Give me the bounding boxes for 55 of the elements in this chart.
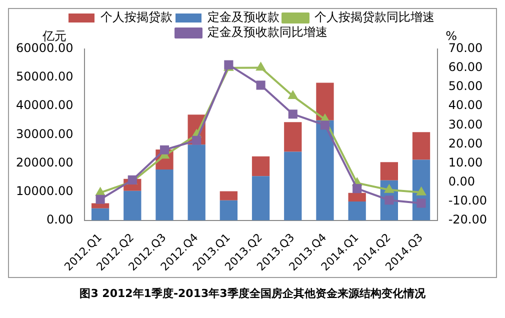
bar — [348, 201, 366, 220]
bar — [156, 170, 174, 220]
y2-tick-label: 70.00 — [448, 41, 483, 56]
bar — [252, 156, 270, 176]
bar — [91, 208, 110, 220]
y-tick-label: 10000.00 — [16, 184, 74, 198]
point — [96, 188, 105, 196]
legend-label: 个人按揭贷款 — [100, 10, 172, 24]
point — [96, 194, 105, 204]
y-tick-label: 0.00 — [46, 212, 74, 226]
legend-label: 个人按揭贷款同比增速 — [314, 10, 434, 24]
bar — [284, 152, 302, 220]
y2-tick-label: -10.00 — [448, 193, 488, 208]
point — [352, 184, 362, 194]
bar — [252, 176, 270, 220]
point — [384, 196, 394, 205]
y-tick-label: 40000.00 — [16, 98, 74, 112]
y2-tick-label: 40.00 — [448, 98, 483, 112]
point — [192, 136, 202, 145]
point — [416, 187, 426, 196]
bar — [124, 190, 142, 220]
point — [160, 145, 170, 154]
y-tick-label: 50000.00 — [16, 70, 74, 84]
bar — [220, 191, 238, 200]
bar — [284, 122, 302, 152]
y2-tick-label: 50.00 — [448, 79, 483, 94]
bar — [91, 203, 110, 208]
y-axis-title: 亿元 — [42, 29, 67, 44]
point — [288, 110, 298, 119]
y2-tick-label: 0.00 — [448, 174, 476, 188]
y2-tick-label: 10.00 — [448, 155, 483, 170]
y2-tick-label: 60.00 — [448, 60, 483, 74]
point — [256, 80, 266, 90]
y-tick-label: 20000.00 — [16, 155, 74, 170]
bar — [220, 200, 238, 220]
y2-axis-title: % — [446, 29, 458, 44]
bar — [380, 162, 398, 180]
y-tick-label: 60000.00 — [16, 41, 74, 56]
y2-tick-label: -20.00 — [448, 212, 488, 226]
y-tick-label: 30000.00 — [16, 126, 74, 141]
point — [288, 91, 298, 100]
point — [416, 198, 426, 208]
legend-label: 定金及预收款同比增速 — [208, 25, 328, 40]
legend-label: 定金及预收款 — [208, 10, 280, 24]
y2-tick-label: 20.00 — [448, 136, 483, 150]
point — [256, 62, 266, 71]
point — [384, 184, 394, 193]
point — [320, 120, 330, 130]
bar — [348, 192, 366, 202]
bar — [188, 144, 206, 220]
caption: 图3 2012年1季度-2013年3季度全国房企其他资金来源结构变化情况 — [78, 286, 426, 301]
bar — [316, 82, 334, 120]
bar — [316, 120, 334, 220]
y2-tick-label: 30.00 — [448, 117, 483, 132]
bar — [412, 132, 430, 160]
